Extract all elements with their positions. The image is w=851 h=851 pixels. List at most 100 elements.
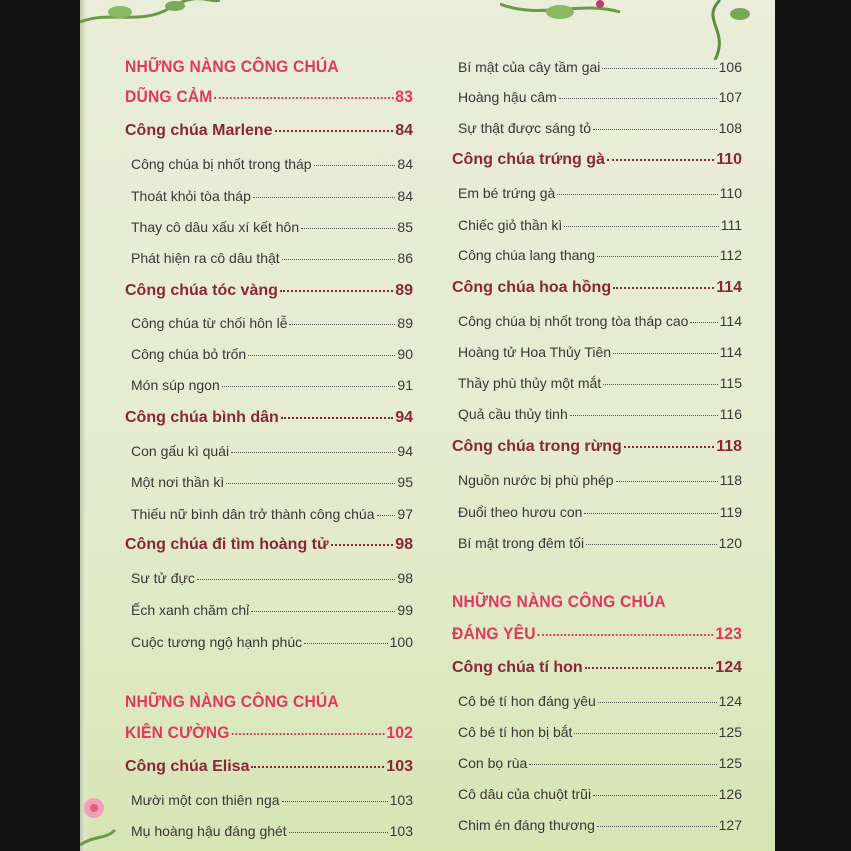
page-number: 103	[386, 758, 413, 775]
section-heading: NHỮNG NÀNG CÔNG CHÚA	[125, 692, 413, 712]
entry-title: Cô bé tí hon đáng yêu	[458, 693, 596, 709]
page-number: 89	[397, 315, 413, 331]
entry-title: NHỮNG NÀNG CÔNG CHÚA	[125, 692, 339, 711]
entry-title: Hoàng tử Hoa Thủy Tiên	[458, 344, 612, 360]
dot-leader	[613, 287, 715, 289]
dot-leader	[214, 97, 394, 99]
dot-leader	[330, 544, 394, 546]
entry-title: Cuộc tương ngộ hạnh phúc	[131, 634, 303, 650]
page-number: 102	[386, 723, 413, 742]
page-number: 95	[397, 474, 413, 490]
entry-title: NHỮNG NÀNG CÔNG CHÚA	[452, 592, 666, 611]
entry-title: Mười một con thiên nga	[131, 792, 280, 808]
subchapter-entry: Phát hiện ra cô dâu thật 86	[131, 250, 413, 266]
page-number: 98	[395, 536, 413, 553]
subchapter-entry: Cuộc tương ngộ hạnh phúc 100	[131, 634, 413, 650]
page-number: 110	[719, 185, 742, 201]
subchapter-entry: Hoàng tử Hoa Thủy Tiên 114	[458, 344, 742, 360]
page-number: 112	[719, 247, 742, 263]
dot-leader	[690, 322, 718, 323]
dot-leader	[313, 165, 396, 166]
subchapter-entry: Quả cầu thủy tinh 116	[458, 406, 742, 422]
dot-leader	[603, 384, 718, 385]
dot-leader	[623, 446, 715, 448]
entry-title: Thầy phù thủy một mắt	[458, 375, 602, 391]
dot-leader	[557, 194, 718, 195]
entry-title: Công chúa tí hon	[452, 659, 583, 676]
entry-title: Công chúa bình dân	[125, 409, 279, 426]
chapter-entry: Công chúa trong rừng 118	[452, 438, 742, 456]
subchapter-entry: Bí mật của cây tầm gai 106	[458, 59, 742, 75]
page-number: 120	[718, 535, 742, 551]
subchapter-entry: Công chúa bị nhốt trong tháp 84	[131, 156, 413, 172]
entry-title: Công chúa trong rừng	[452, 438, 622, 455]
page-number: 118	[719, 472, 742, 488]
entry-title: Phát hiện ra cô dâu thật	[131, 250, 280, 266]
subchapter-entry: Em bé trứng gà 110	[458, 185, 742, 201]
subchapter-entry: Ếch xanh chăm chỉ 99	[131, 602, 413, 618]
dot-leader	[289, 324, 396, 325]
dot-leader	[231, 452, 396, 453]
page-number: 114	[716, 279, 742, 296]
section-heading: NHỮNG NÀNG CÔNG CHÚA	[452, 592, 742, 612]
entry-title: Công chúa hoa hồng	[452, 279, 612, 296]
page-number: 90	[397, 346, 413, 362]
entry-title: Món súp ngon	[131, 377, 220, 393]
dot-leader	[569, 415, 718, 416]
dot-leader	[301, 228, 396, 229]
page-number: 119	[719, 504, 742, 520]
subchapter-entry: Thiếu nữ bình dân trở thành công chúa 97	[131, 506, 413, 522]
subchapter-entry: Hoàng hậu câm 107	[458, 89, 742, 105]
dot-leader	[615, 481, 718, 482]
page-gutter-shadow	[80, 0, 86, 851]
entry-title: Con bọ rùa	[458, 755, 528, 771]
chapter-entry: Công chúa tí hon 124	[452, 659, 742, 677]
entry-title: Công chúa trứng gà	[452, 151, 605, 168]
dot-leader	[226, 483, 396, 484]
subchapter-entry: Con bọ rùa 125	[458, 755, 742, 771]
entry-title: Em bé trứng gà	[458, 185, 556, 201]
entry-title: Con gấu kì quái	[131, 443, 230, 459]
dot-leader	[558, 98, 717, 99]
pink-flower-icon	[80, 798, 117, 847]
dot-leader	[597, 256, 718, 257]
dot-leader	[231, 733, 385, 735]
entry-title: Công chúa đi tìm hoàng tử	[125, 536, 329, 553]
chapter-entry: Công chúa tóc vàng 89	[125, 282, 413, 300]
dot-leader	[252, 197, 396, 198]
subchapter-entry: Chim én đáng thương 127	[458, 817, 742, 833]
dot-leader	[529, 764, 717, 765]
entry-title: Hoàng hậu câm	[458, 89, 557, 105]
page-number: 115	[719, 375, 742, 391]
dot-leader	[196, 579, 396, 580]
page-number: 114	[719, 344, 742, 360]
page-number: 83	[395, 87, 413, 106]
page-number: 84	[397, 188, 413, 204]
vine-top-left-icon	[80, 0, 220, 24]
page-number: 89	[395, 282, 413, 299]
dot-leader	[537, 634, 714, 636]
page-number: 111	[720, 217, 742, 233]
subchapter-entry: Mười một con thiên nga 103	[131, 792, 413, 808]
entry-title: Công chúa từ chối hôn lễ	[131, 315, 288, 331]
page-number: 99	[397, 602, 413, 618]
page-number: 106	[718, 59, 742, 75]
subchapter-entry: Sư tử đực 98	[131, 570, 413, 586]
page-number: 94	[395, 409, 413, 426]
subchapter-entry: Nguồn nước bị phù phép 118	[458, 472, 742, 488]
page-number: 98	[397, 570, 413, 586]
dot-leader	[274, 130, 394, 132]
entry-title: Chim én đáng thương	[458, 817, 595, 833]
entry-title: Cô bé tí hon bị bắt	[458, 724, 573, 740]
dot-leader	[251, 611, 396, 612]
subchapter-entry: Công chúa lang thang 112	[458, 247, 742, 263]
page-number: 108	[718, 120, 742, 136]
page-number: 84	[397, 156, 413, 172]
dot-leader	[597, 702, 717, 703]
entry-title: Quả cầu thủy tinh	[458, 406, 568, 422]
entry-title: Thay cô dâu xấu xí kết hôn	[131, 219, 300, 235]
page-number: 126	[718, 786, 742, 802]
page-number: 116	[719, 406, 742, 422]
page-number: 127	[718, 817, 742, 833]
page-number: 110	[716, 151, 742, 168]
